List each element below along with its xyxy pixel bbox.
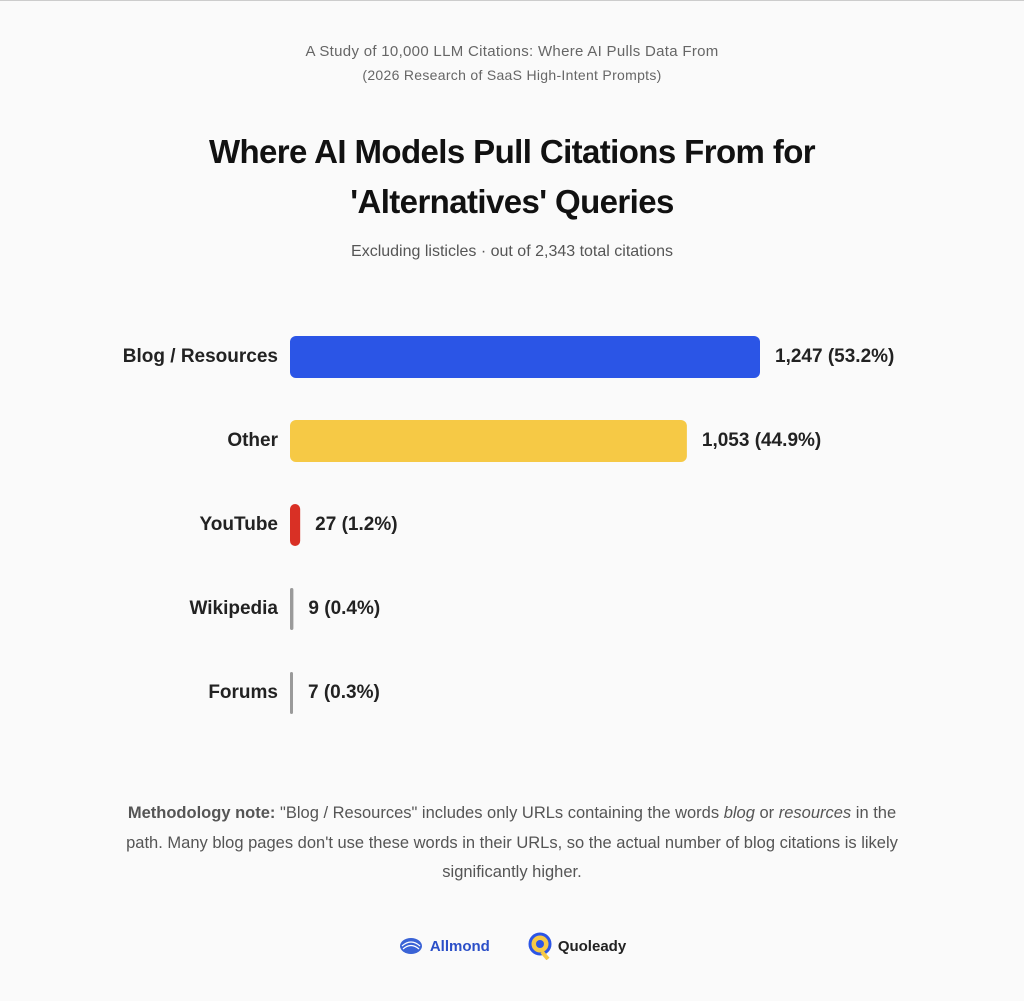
value-label: 27 (1.2%) bbox=[315, 514, 397, 535]
value-label: 1,053 (44.9%) bbox=[702, 430, 821, 451]
methodology-note: Methodology note: "Blog / Resources" inc… bbox=[122, 799, 902, 888]
y-tick-label: Other bbox=[227, 430, 278, 451]
note-text: Methodology note: bbox=[127, 804, 276, 822]
bar bbox=[290, 588, 294, 630]
bar bbox=[290, 420, 687, 462]
logos: Allmond Quoleady bbox=[0, 931, 1024, 961]
chart: Blog / Resources 1,247 (53.2%) Other 1,053 … bbox=[123, 336, 894, 714]
logo-text: Allmond bbox=[429, 937, 490, 955]
y-tick-label: Forums bbox=[208, 682, 278, 703]
logo: Quoleady bbox=[528, 932, 626, 960]
value-label: 7 (0.3%) bbox=[308, 682, 380, 703]
y-tick-label: Blog / Resources bbox=[123, 346, 278, 367]
y-tick-label: Wikipedia bbox=[189, 598, 278, 619]
chart-title: Where AI Models Pull Citations From for … bbox=[208, 133, 816, 220]
bar bbox=[290, 336, 760, 378]
logo-icon bbox=[399, 938, 422, 954]
note-text: resources bbox=[778, 804, 852, 822]
note-text: blog bbox=[723, 804, 755, 822]
note-text: in the path. Many blog pages don't use t… bbox=[126, 804, 898, 881]
header: A Study of 10,000 LLM Citations: Where A… bbox=[305, 43, 719, 60]
logo-icon bbox=[528, 932, 552, 960]
value-label: 9 (0.4%) bbox=[308, 598, 380, 619]
note-text: "Blog / Resources" includes only URLs co… bbox=[275, 804, 724, 822]
value-label: 1,247 (53.2%) bbox=[775, 346, 894, 367]
logo-text: Quoleady bbox=[557, 937, 627, 955]
y-tick-label: YouTube bbox=[200, 514, 278, 535]
bar bbox=[290, 504, 301, 546]
logo: Allmond bbox=[398, 936, 490, 956]
bar bbox=[290, 672, 293, 714]
note-text: or bbox=[754, 804, 779, 822]
chart-subtitle: Excluding listicles · out of 2,343 total… bbox=[351, 243, 673, 260]
header-subtitle: (2026 Research of SaaS High-Intent Promp… bbox=[362, 67, 662, 83]
